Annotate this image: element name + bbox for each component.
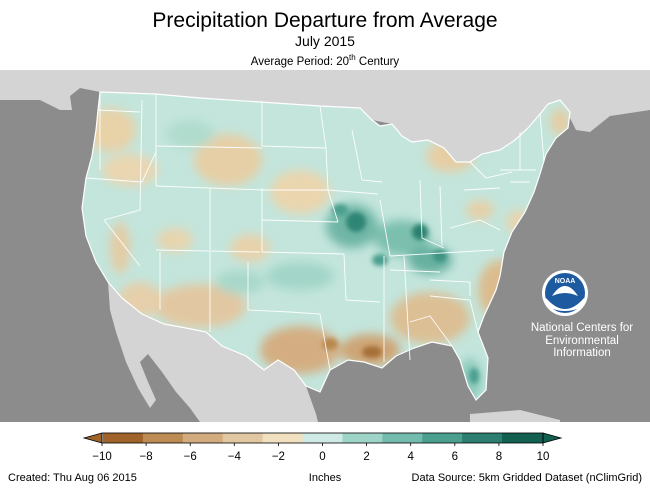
legend-swatch: [262, 433, 304, 443]
legend-svg: −10 −8 −6 −4 −2 0 2 4 6 8 10: [82, 432, 563, 463]
cuba-landmass: [470, 410, 560, 422]
legend-unit: Inches: [308, 472, 342, 484]
legend-swatch: [103, 433, 144, 443]
legend-tick-label: −8: [140, 451, 153, 463]
legend-tick-label: 10: [537, 451, 550, 463]
canada-landmass: [0, 70, 650, 162]
average-period-suffix: Century: [355, 55, 400, 68]
noaa-logo-text: NOAA: [555, 278, 576, 285]
average-period-prefix: Average Period: 20: [250, 55, 350, 68]
ncei-caption: National Centers for Environmental Infor…: [522, 322, 642, 360]
legend-swatch: [142, 433, 184, 443]
legend-swatch: [182, 433, 224, 443]
map-subtitle: July 2015: [295, 33, 355, 49]
noaa-logo: NOAA: [542, 270, 588, 316]
legend-tick-label: 2: [363, 451, 369, 463]
legend-colorbar: −10 −8 −6 −4 −2 0 2 4 6 8 10: [0, 428, 650, 466]
created-date: Created: Thu Aug 06 2015: [8, 472, 137, 484]
map-panel: NOAA National Centers for Environmental …: [0, 70, 650, 422]
us-outline: [81, 91, 571, 401]
legend-swatch: [342, 433, 383, 443]
legend-arrow-low: [82, 432, 103, 444]
legend-swatch: [222, 433, 264, 443]
legend-swatch: [382, 433, 423, 443]
legend-tick-label: 6: [452, 451, 458, 463]
legend-tick-label: −6: [184, 451, 197, 463]
average-period-ordinal: th: [349, 53, 356, 62]
legend-swatch: [302, 433, 343, 443]
legend-tick-label: −4: [228, 451, 242, 463]
mexico-landmass: [108, 282, 318, 422]
header: Precipitation Departure from Average Jul…: [0, 0, 650, 70]
legend-tick-label: 0: [319, 451, 325, 463]
legend-tick-label: 8: [496, 451, 502, 463]
ncei-caption-line: Information: [553, 347, 611, 359]
map-title: Precipitation Departure from Average: [152, 9, 498, 32]
ncei-caption-line: Environmental: [545, 334, 619, 347]
footer: Created: Thu Aug 06 2015 Inches Data Sou…: [0, 472, 650, 488]
legend-swatch: [502, 433, 543, 443]
legend-tick-label: −2: [272, 451, 285, 463]
data-source: Data Source: 5km Gridded Dataset (nClimG…: [411, 472, 642, 484]
precipitation-map: NOAA: [0, 70, 650, 422]
legend-tick-label: 4: [407, 451, 414, 463]
legend-swatch: [462, 433, 503, 443]
average-period: Average Period: 20th Century: [0, 51, 650, 69]
legend-swatch: [422, 433, 463, 443]
legend-tick-label: −10: [92, 451, 112, 463]
legend-arrow-high: [542, 432, 563, 444]
ncei-caption-line: National Centers for: [530, 322, 634, 334]
state-borders: [85, 92, 545, 371]
